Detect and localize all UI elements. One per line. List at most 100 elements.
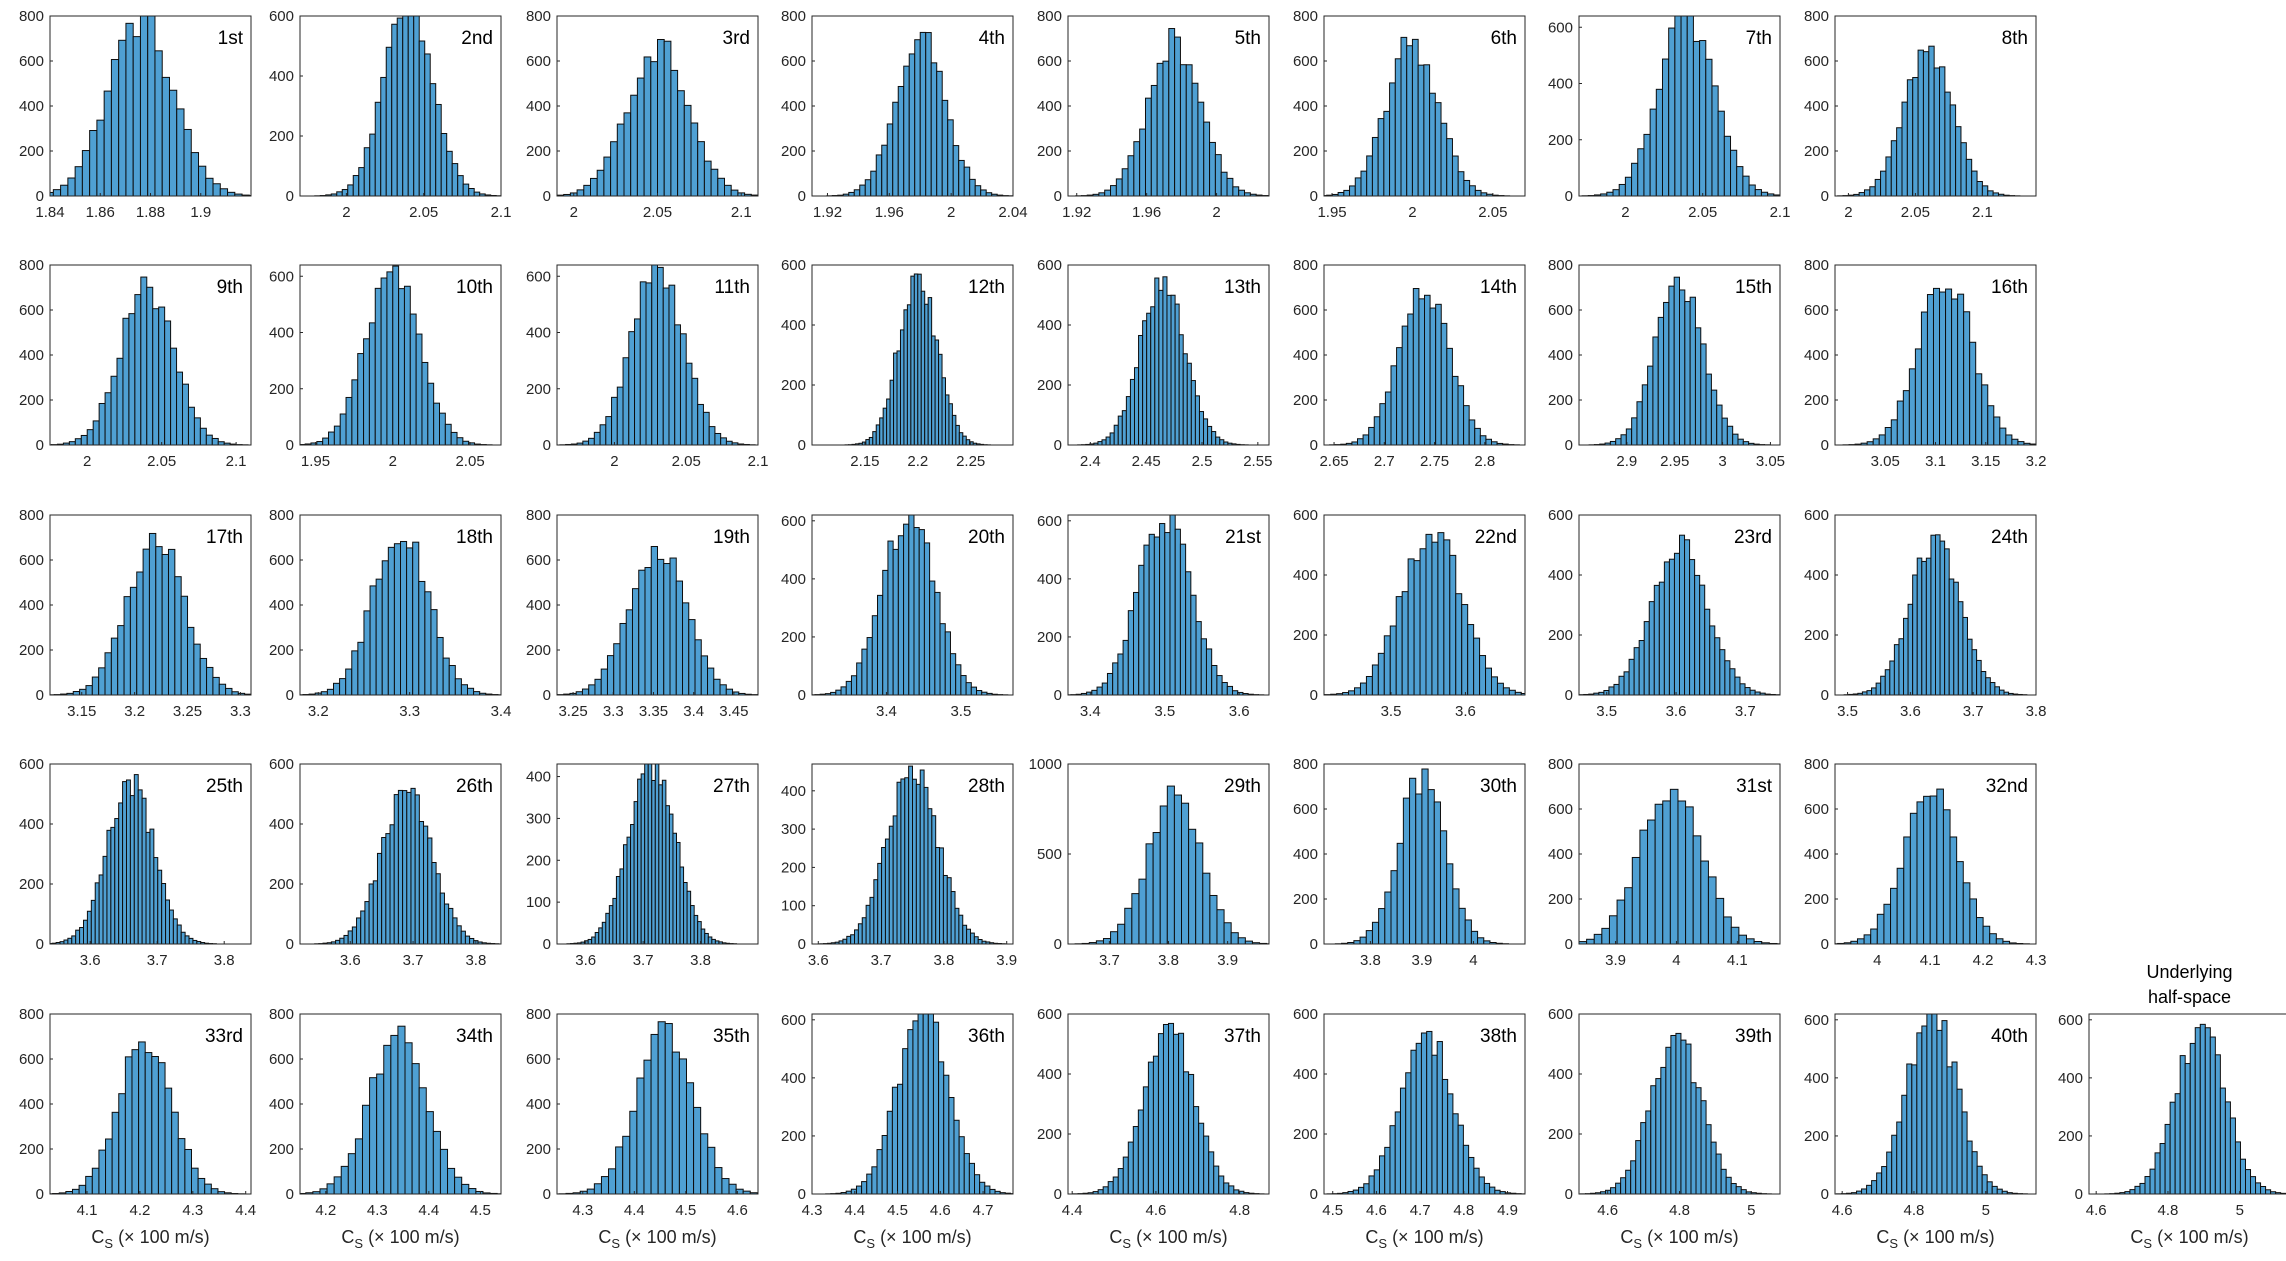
histogram-bar: [1115, 178, 1123, 196]
y-tick-label: 600: [269, 552, 294, 569]
histogram-bar: [1931, 1014, 1938, 1194]
histogram-bar: [1721, 417, 1728, 445]
histogram-bar: [1989, 933, 1997, 944]
x-tick-label: 2: [1408, 204, 1416, 221]
histogram-bar: [75, 929, 81, 944]
histogram-bar: [941, 99, 949, 196]
histogram-bar: [1213, 1165, 1220, 1194]
histogram-bar: [381, 560, 389, 695]
x-tick-label: 4.8: [1453, 1202, 1474, 1219]
histogram-bar: [850, 1188, 857, 1194]
x-tick-label: 4.4: [624, 1202, 645, 1219]
histogram-bar: [955, 424, 960, 445]
histogram-bar: [122, 781, 127, 944]
histogram-bar: [1366, 155, 1373, 196]
y-tick-label: 600: [1548, 507, 1573, 524]
y-tick-label: 200: [19, 1141, 44, 1158]
histogram-bar: [969, 932, 975, 944]
histogram-bar: [1890, 887, 1898, 944]
histogram-bar: [691, 377, 699, 445]
x-tick-label: 3.8: [2026, 703, 2047, 720]
histogram-bar: [1668, 558, 1675, 695]
histogram-bar: [1415, 1042, 1422, 1194]
histogram-bar: [1378, 1155, 1386, 1194]
histogram-bar: [206, 666, 214, 695]
histogram-bar: [1152, 832, 1161, 944]
histogram-bar: [870, 170, 877, 196]
histogram-bar: [2149, 1168, 2156, 1194]
histogram-bar: [1717, 110, 1725, 196]
histogram-bar: [1473, 637, 1481, 695]
histogram-bar: [598, 927, 603, 944]
y-tick-label: 800: [1804, 257, 1829, 274]
histogram-bar: [322, 437, 330, 445]
histogram-bar: [1916, 1032, 1923, 1194]
histogram-bar: [861, 917, 867, 944]
histogram-bar: [892, 101, 899, 196]
histogram-bar: [418, 40, 426, 196]
x-tick-label: 2: [83, 453, 91, 470]
y-tick-label: 800: [526, 1006, 551, 1023]
histogram-bar: [137, 789, 143, 944]
histogram-bar: [1215, 436, 1221, 445]
bars-group: [557, 38, 758, 196]
histogram-bar: [1406, 45, 1413, 196]
histogram-bar: [974, 1174, 981, 1194]
histogram-bar: [1435, 303, 1442, 445]
histogram-bar: [605, 912, 610, 944]
histogram-bar: [1153, 536, 1161, 695]
histogram-bar: [1640, 1122, 1647, 1194]
histogram-bar: [168, 89, 178, 196]
histogram-bar: [581, 688, 590, 695]
histogram-bar: [896, 350, 901, 445]
histogram-bar: [707, 936, 713, 944]
x-tick-label: 2: [947, 204, 955, 221]
layer-label: 17th: [206, 527, 243, 548]
x-tick-label: 3.6: [1900, 703, 1921, 720]
histogram-bar: [1662, 800, 1671, 944]
y-tick-label: 0: [286, 936, 294, 953]
histogram-bar: [1689, 559, 1696, 695]
y-tick-label: 600: [19, 756, 44, 773]
histogram-bar: [1407, 558, 1415, 695]
y-tick-label: 0: [1310, 188, 1318, 205]
x-tick-label: 3.5: [950, 703, 971, 720]
histogram-bar: [1866, 1184, 1873, 1194]
y-tick-label: 600: [1037, 257, 1062, 274]
x-tick-label: 3.7: [633, 952, 654, 969]
histogram-bar: [677, 90, 685, 196]
y-tick-label: 200: [269, 642, 294, 659]
axes-box: [556, 763, 759, 945]
histogram-bar: [1162, 276, 1168, 445]
x-axis-label: CS (× 100 m/s): [1620, 1227, 1738, 1251]
histogram-bar: [225, 687, 233, 695]
histogram-bar: [903, 309, 908, 445]
y-tick-label: 0: [1821, 1186, 1829, 1203]
histogram-bar: [672, 832, 677, 944]
histogram-bar: [944, 394, 950, 445]
y-tick-label: 400: [781, 571, 806, 588]
histogram-bar: [1657, 316, 1665, 445]
histogram-bar: [1949, 836, 1958, 944]
histogram-bar: [1695, 1087, 1702, 1194]
histogram-bar: [1880, 675, 1886, 695]
histogram-bar: [1608, 915, 1618, 944]
histogram-bar: [1137, 1109, 1144, 1194]
y-tick-label: 200: [1293, 143, 1318, 160]
histogram-bar: [1719, 649, 1726, 695]
histogram-bar: [932, 1021, 940, 1194]
histogram-bar: [1179, 64, 1187, 196]
y-tick-label: 800: [1293, 8, 1318, 25]
histogram-bar: [1457, 385, 1465, 445]
histogram-bar: [333, 1176, 342, 1194]
histogram-bar: [104, 652, 112, 695]
histogram-bar: [1749, 689, 1756, 695]
y-tick-label: 0: [1054, 437, 1062, 454]
histogram-bar: [1463, 179, 1471, 196]
histogram-bar: [914, 39, 921, 196]
histogram-bar: [915, 783, 921, 944]
